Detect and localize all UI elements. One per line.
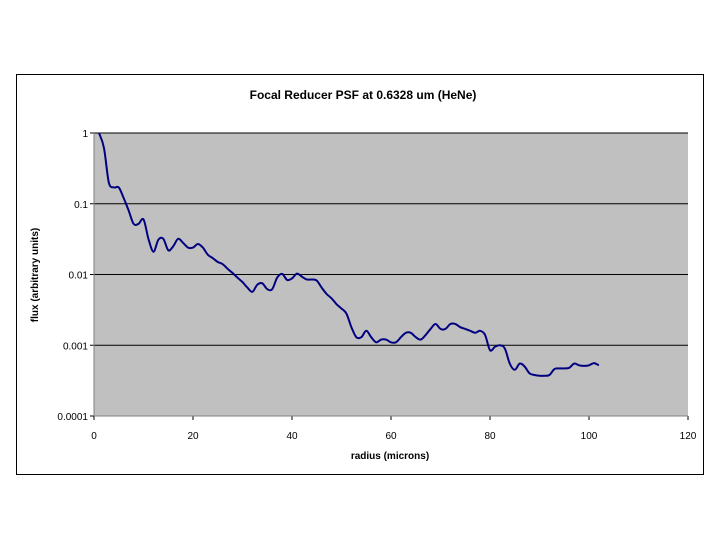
x-tick-label: 20 xyxy=(187,431,199,442)
x-tick-label: 120 xyxy=(680,431,697,442)
y-tick-label: 0.1 xyxy=(74,200,88,211)
x-tick-label: 40 xyxy=(286,431,298,442)
y-tick-label: 0.0001 xyxy=(57,412,88,423)
axes xyxy=(90,132,689,420)
x-axis-title: radius (microns) xyxy=(351,451,429,462)
series-line xyxy=(98,132,600,377)
grid-lines xyxy=(94,132,688,346)
x-tick-label: 80 xyxy=(484,431,496,442)
y-axis-title: flux (arbitrary units) xyxy=(30,228,41,322)
x-tick-label: 100 xyxy=(581,431,598,442)
y-tick-label: 0.001 xyxy=(63,341,88,352)
y-tick-label: 0.01 xyxy=(69,271,89,282)
x-tick-label: 0 xyxy=(91,431,97,442)
tick-labels: 0.0001 0.001 0.01 0.1 1 0 20 40 60 80 100 120 xyxy=(57,129,696,442)
x-tick-label: 60 xyxy=(385,431,397,442)
y-tick-label: 1 xyxy=(82,129,88,140)
chart-title: Focal Reducer PSF at 0.6328 um (HeNe) xyxy=(250,88,477,102)
